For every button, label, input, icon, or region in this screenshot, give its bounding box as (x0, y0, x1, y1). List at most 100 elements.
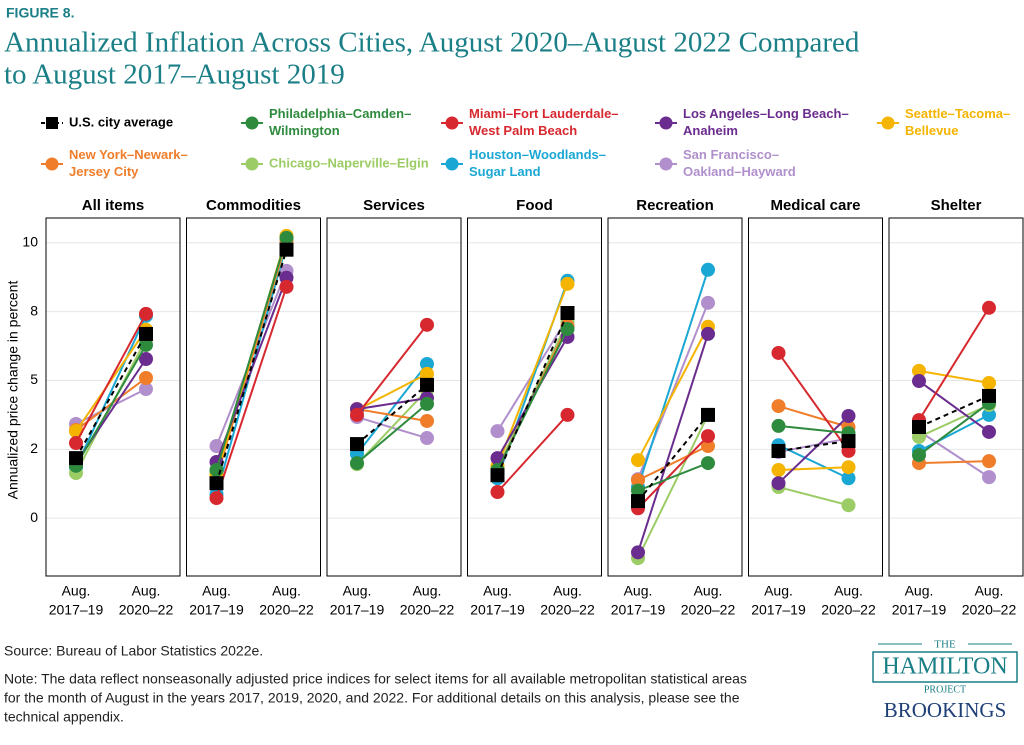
data-point (771, 443, 786, 458)
data-point (490, 485, 505, 500)
legend-label: Miami–Fort Lauderdale– (469, 106, 619, 121)
note: technical appendix. (4, 709, 124, 725)
logo-box (872, 651, 1018, 683)
data-point (841, 471, 856, 486)
series-line (215, 249, 288, 484)
data-point (420, 366, 434, 381)
data-point (701, 429, 715, 444)
legend-label: Philadelphia–Camden– (269, 106, 411, 121)
data-point (139, 326, 153, 341)
series-line (356, 403, 428, 464)
series-line (918, 404, 990, 438)
data-point (841, 460, 856, 475)
x-tick-label: 2020–22 (962, 602, 1017, 618)
series-line (778, 440, 849, 452)
legend-label: Chicago–Naperville–Elgin (269, 155, 429, 170)
data-point (69, 451, 83, 466)
x-tick-label: 2017–19 (189, 602, 244, 618)
panel-frame (326, 217, 462, 577)
data-point (701, 456, 715, 471)
panel-frame (45, 217, 181, 577)
series-line (356, 384, 428, 445)
data-point (982, 300, 996, 315)
data-point (701, 262, 715, 277)
x-tick-label: 2020–22 (119, 602, 174, 618)
data-point (560, 306, 575, 321)
data-point (350, 407, 364, 422)
data-point (279, 279, 294, 294)
data-point (139, 306, 153, 321)
x-tick-label: 2020–22 (540, 602, 595, 618)
data-point (209, 439, 224, 454)
series-line (356, 324, 428, 416)
data-point (209, 476, 224, 491)
legend-marker (445, 116, 459, 130)
panel-frame (467, 217, 602, 577)
data-point (982, 407, 996, 422)
legend-label: Anaheim (683, 123, 738, 138)
series-line (918, 402, 990, 456)
series-line (918, 460, 990, 465)
legend-marker (45, 157, 59, 171)
chart-title: Annualized Inflation Across Cities, Augu… (4, 27, 860, 59)
data-point (350, 437, 364, 452)
data-point (841, 409, 856, 424)
data-point (841, 498, 856, 513)
series-line (356, 397, 428, 411)
data-point (771, 462, 786, 477)
data-point (771, 345, 786, 360)
x-tick-label: 2020–22 (259, 602, 314, 618)
data-point (771, 418, 786, 433)
data-point (490, 468, 505, 483)
data-point (420, 377, 434, 392)
logo-text: THE (934, 639, 956, 651)
legend-label: Bellevue (905, 123, 958, 138)
series-line (215, 286, 288, 499)
data-point (701, 326, 715, 341)
data-point (420, 356, 434, 371)
data-point (560, 407, 575, 422)
x-tick-label: 2020–22 (681, 602, 736, 618)
x-tick-label: 2017–19 (330, 602, 385, 618)
figure-label: FIGURE 8. (6, 5, 74, 21)
x-tick-label: Aug. (483, 583, 512, 599)
logo-text: PROJECT (924, 684, 966, 695)
series-line (778, 486, 849, 507)
data-point (841, 434, 856, 449)
data-point (912, 374, 926, 389)
x-tick-label: Aug. (272, 583, 301, 599)
source: Source: Bureau of Labor Statistics 2022e… (4, 643, 263, 659)
x-tick-label: Aug. (975, 583, 1004, 599)
y-tick-label: 2 (30, 440, 38, 456)
x-tick-label: 2017–19 (611, 602, 666, 618)
y-tick-label: 0 (30, 509, 38, 525)
x-tick-label: Aug. (834, 583, 863, 599)
data-point (701, 439, 715, 454)
legend-label: New York–Newark– (69, 147, 188, 162)
note: for the month of August in the years 201… (4, 690, 740, 706)
data-point (982, 454, 996, 469)
x-tick-label: Aug. (764, 583, 793, 599)
series-line (496, 321, 569, 469)
panel-title: Recreation (636, 197, 714, 214)
panel-frame (888, 217, 1024, 577)
series-line (356, 372, 428, 411)
x-tick-label: Aug. (694, 583, 723, 599)
y-tick-label: 5 (30, 371, 38, 387)
panel-title: Commodities (206, 197, 301, 214)
legend-label: Jersey City (69, 164, 139, 179)
legend-marker (46, 117, 58, 129)
series-line (777, 415, 850, 484)
data-point (490, 424, 505, 439)
data-point (912, 363, 926, 378)
panel-title: Medical care (770, 197, 860, 214)
series-line (637, 445, 709, 482)
data-point (631, 473, 645, 488)
data-point (139, 351, 153, 366)
legend-marker (445, 157, 459, 171)
x-tick-label: 2017–19 (892, 602, 947, 618)
data-point (209, 491, 224, 506)
series-line (637, 269, 709, 488)
data-point (982, 375, 996, 390)
